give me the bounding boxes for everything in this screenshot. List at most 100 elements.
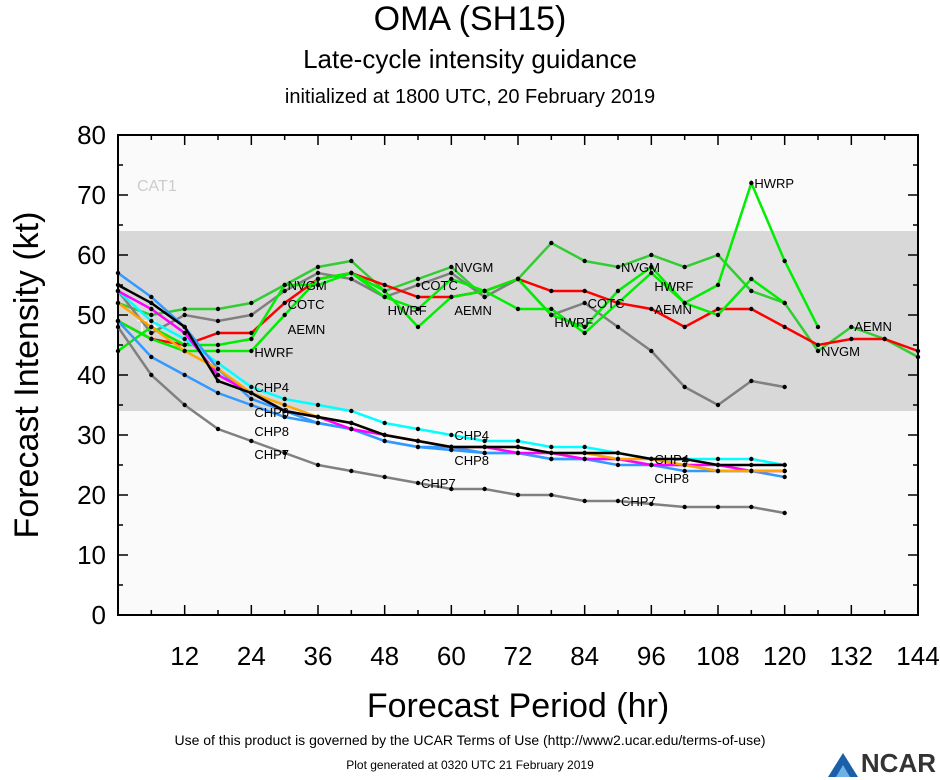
data-point-chp7 xyxy=(215,426,221,432)
data-point-series-11 xyxy=(349,420,354,426)
data-point-series-11 xyxy=(215,378,221,384)
data-point-cotc xyxy=(749,378,754,384)
data-point-series-11 xyxy=(782,462,787,468)
data-point-chp6 xyxy=(149,294,154,300)
data-point-series-10 xyxy=(782,468,787,474)
series-label-chp4: CHP4 xyxy=(654,452,689,467)
data-point-chp4 xyxy=(349,408,354,414)
data-point-cotc xyxy=(615,324,621,330)
data-point-chp7 xyxy=(782,510,787,516)
data-point-chp8 xyxy=(115,318,121,324)
series-label-chp8: CHP8 xyxy=(654,471,689,486)
data-point-cotc xyxy=(682,384,687,390)
data-point-hwrf xyxy=(382,294,387,300)
data-point-nvgm xyxy=(149,312,154,318)
data-point-series-10 xyxy=(615,456,621,462)
data-point-hwrp xyxy=(315,276,321,282)
series-label-hwrf: HWRF xyxy=(554,315,593,330)
y-axis-label: Forecast Intensity (kt) xyxy=(8,212,46,539)
data-point-series-10 xyxy=(749,468,754,474)
x-tick-label: 72 xyxy=(504,641,533,671)
data-point-chp4 xyxy=(749,456,754,462)
data-point-cotc xyxy=(182,312,187,318)
series-label-chp7: CHP7 xyxy=(254,447,289,462)
data-point-chp7 xyxy=(649,501,654,507)
data-point-nvgm xyxy=(615,264,621,270)
data-point-aemn xyxy=(215,330,221,336)
x-tick-label: 108 xyxy=(696,641,739,671)
data-point-chp7 xyxy=(715,504,721,510)
x-tick-label: 24 xyxy=(237,641,266,671)
data-point-series-11 xyxy=(115,282,121,288)
data-point-chp7 xyxy=(615,498,621,504)
data-point-chp4 xyxy=(315,402,321,408)
data-point-aemn xyxy=(415,294,421,300)
y-tick-label: 60 xyxy=(77,240,106,270)
series-label-nvgm: NVGM xyxy=(454,260,493,275)
data-point-chp7 xyxy=(449,486,454,492)
data-point-chp8 xyxy=(415,444,421,450)
data-point-cotc xyxy=(582,300,587,306)
data-point-chp7 xyxy=(282,450,287,456)
data-point-series-9 xyxy=(215,372,221,378)
x-tick-label: 12 xyxy=(170,641,199,671)
data-point-hwrp xyxy=(249,348,254,354)
generated-time: Plot generated at 0320 UTC 21 February 2… xyxy=(346,758,594,772)
data-point-cotc xyxy=(215,318,221,324)
data-point-series-11 xyxy=(315,414,321,420)
data-point-hwrp xyxy=(282,312,287,318)
data-point-series-9 xyxy=(349,426,354,432)
data-point-nvgm xyxy=(682,264,687,270)
data-point-hwrp xyxy=(749,180,754,186)
series-label-hwrf: HWRF xyxy=(388,303,427,318)
data-point-chp4 xyxy=(449,432,454,438)
data-point-chp7 xyxy=(182,402,187,408)
data-point-chp7 xyxy=(149,372,154,378)
data-point-aemn xyxy=(782,324,787,330)
data-point-chp6 xyxy=(682,468,687,474)
data-point-hwrp xyxy=(649,264,654,270)
data-point-chp6 xyxy=(249,396,254,402)
data-point-series-11 xyxy=(549,450,554,456)
series-label-chp4: CHP4 xyxy=(254,380,289,395)
x-tick-label: 84 xyxy=(570,641,599,671)
data-point-hwrf xyxy=(415,306,421,312)
data-point-chp8 xyxy=(149,354,154,360)
x-tick-label: 36 xyxy=(304,641,333,671)
data-point-chp7 xyxy=(682,504,687,510)
ncar-mark-icon xyxy=(827,752,858,777)
data-point-nvgm xyxy=(315,264,321,270)
band-label-cat1: CAT1 xyxy=(137,178,177,195)
data-point-chp7 xyxy=(382,474,387,480)
data-point-chp7 xyxy=(549,492,554,498)
data-point-hwrp xyxy=(515,276,521,282)
data-point-series-11 xyxy=(615,450,621,456)
data-point-chp4 xyxy=(382,420,387,426)
data-point-hwrp xyxy=(415,324,421,330)
data-point-aemn xyxy=(815,342,821,348)
data-point-hwrf xyxy=(782,300,787,306)
data-point-chp8 xyxy=(249,402,254,408)
x-tick-label: 60 xyxy=(437,641,466,671)
data-point-nvgm xyxy=(649,252,654,258)
series-label-cotc: COTC xyxy=(288,297,325,312)
data-point-series-9 xyxy=(515,450,521,456)
series-label-chp7: CHP7 xyxy=(621,494,656,509)
data-point-nvgm xyxy=(749,288,754,294)
data-point-chp8 xyxy=(482,450,487,456)
data-point-series-11 xyxy=(382,432,387,438)
data-point-series-10 xyxy=(182,348,187,354)
x-tick-label: 132 xyxy=(830,641,873,671)
data-point-cotc xyxy=(715,402,721,408)
data-point-series-9 xyxy=(182,330,187,336)
data-point-series-11 xyxy=(582,450,587,456)
data-point-series-10 xyxy=(682,462,687,468)
data-point-series-9 xyxy=(649,462,654,468)
y-tick-label: 0 xyxy=(92,600,106,630)
data-point-chp4 xyxy=(549,444,554,450)
data-point-nvgm xyxy=(715,252,721,258)
data-point-nvgm xyxy=(915,354,921,360)
data-point-hwrp xyxy=(482,288,487,294)
x-axis-label: Forecast Period (hr) xyxy=(367,687,669,725)
data-point-aemn xyxy=(915,348,921,354)
